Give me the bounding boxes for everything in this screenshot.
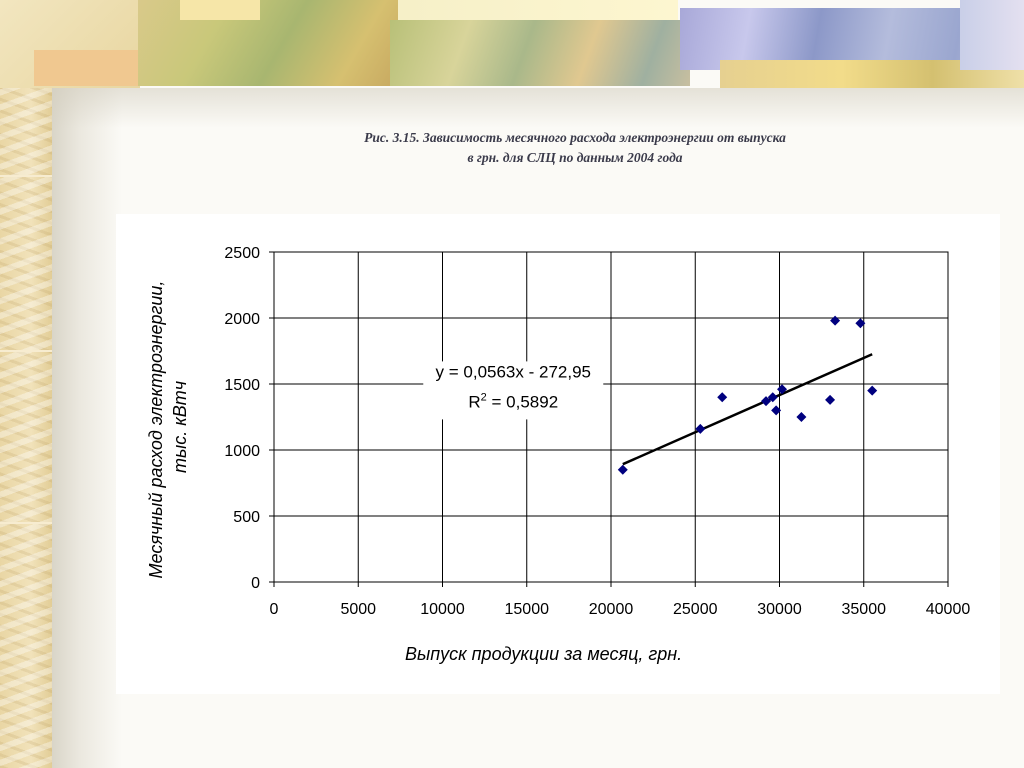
r2-value: = 0,5892: [487, 392, 558, 411]
data-point: [761, 396, 772, 407]
caption-line-2: в грн. для СЛЦ по данным 2004 года: [467, 150, 683, 165]
x-tick-label: 5000: [340, 601, 376, 618]
x-tick-label: 15000: [505, 601, 550, 618]
caption-line-1: Рис. 3.15. Зависимость месячного расхода…: [364, 130, 786, 145]
r2-superscript: 2: [481, 391, 487, 403]
x-tick-label: 25000: [673, 601, 718, 618]
data-point: [855, 318, 866, 329]
y-tick-label: 0: [251, 575, 260, 592]
grid-lines: [273, 251, 949, 583]
decorative-banner: [0, 0, 1024, 88]
decorative-shadow: [52, 88, 1024, 128]
x-tick-label: 0: [270, 601, 279, 618]
data-point: [867, 385, 878, 396]
x-axis-title: Выпуск продукции за месяц, грн.: [405, 644, 682, 664]
data-point: [796, 412, 807, 422]
decorative-side-strip: [0, 0, 52, 768]
r-squared-text: R2 = 0,5892: [468, 391, 558, 411]
trendline: [622, 353, 873, 466]
y-axis-tick-labels: 0 500 1000 1500 2000 2500: [224, 245, 260, 592]
x-tick-label: 40000: [926, 601, 971, 618]
r2-symbol: R: [468, 392, 480, 411]
equation-label-background: [423, 361, 604, 420]
y-tick-label: 1000: [224, 443, 260, 460]
data-point: [771, 405, 782, 416]
trendline-equation-label: y = 0,0563x - 272,95 R2 = 0,5892: [423, 361, 604, 420]
y-tick-label: 2000: [224, 311, 260, 328]
data-point: [717, 392, 728, 403]
figure-caption: Рис. 3.15. Зависимость месячного расхода…: [200, 128, 950, 168]
equation-text: y = 0,0563x - 272,95: [436, 362, 591, 381]
data-point: [830, 315, 841, 326]
x-tick-label: 20000: [589, 601, 634, 618]
scatter-chart: 0 500 1000 1500 2000 2500 0 5000 10000 15000 2000…: [146, 245, 971, 664]
decorative-shadow: [52, 88, 122, 768]
x-axis-tick-marks: [273, 582, 949, 587]
y-tick-label: 500: [233, 509, 260, 526]
data-point: [777, 384, 788, 395]
x-tick-label: 30000: [757, 601, 802, 618]
data-point: [825, 394, 836, 405]
data-point: [617, 464, 628, 475]
y-axis-title: Месячный расход электроэнергии, тыс. кВт…: [146, 276, 190, 579]
y-axis-title-line-2: тыс. кВтч: [170, 381, 190, 473]
x-tick-label: 10000: [420, 601, 465, 618]
y-axis-title-line-1: Месячный расход электроэнергии,: [146, 281, 166, 579]
y-tick-label: 1500: [224, 377, 260, 394]
data-points: [617, 315, 878, 475]
chart-panel: 0 500 1000 1500 2000 2500 0 5000 10000 15000 2000…: [116, 214, 1000, 694]
y-tick-label: 2500: [224, 245, 260, 262]
data-point: [767, 392, 778, 403]
data-point: [695, 423, 706, 434]
x-axis-tick-labels: 0 5000 10000 15000 20000 25000 30000 35000 40000: [270, 601, 971, 618]
x-tick-label: 35000: [842, 601, 887, 618]
y-axis-tick-marks: [269, 251, 274, 583]
